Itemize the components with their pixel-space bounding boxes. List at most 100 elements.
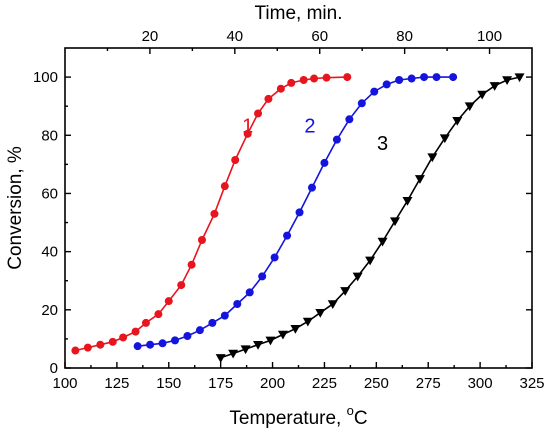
y-tick-label: 40	[41, 244, 58, 261]
data-point	[377, 237, 388, 247]
x-axis-title: Temperature, oC	[229, 403, 367, 429]
x2-tick-label: 80	[396, 28, 413, 45]
y-tick-label: 60	[41, 185, 58, 202]
data-point	[233, 300, 242, 308]
data-point	[258, 272, 267, 281]
data-point	[183, 332, 192, 340]
data-point	[177, 281, 186, 290]
data-point	[315, 308, 326, 318]
data-point	[187, 260, 196, 269]
x-axis-title-degree: o	[347, 403, 354, 418]
series-line-3	[220, 76, 520, 359]
data-point	[310, 74, 319, 83]
data-point	[514, 73, 525, 83]
data-point	[365, 256, 376, 266]
data-point	[215, 354, 226, 363]
data-point	[220, 182, 229, 191]
x2-tick-label: 20	[142, 28, 159, 45]
x-tick-label: 300	[468, 375, 493, 392]
data-point	[345, 115, 354, 124]
data-point	[420, 73, 429, 82]
data-point	[243, 129, 252, 138]
data-point	[302, 317, 313, 327]
data-point	[295, 208, 304, 217]
data-point	[283, 231, 292, 240]
y-tick-label: 100	[33, 69, 58, 86]
data-point	[83, 343, 92, 352]
data-point	[327, 300, 338, 309]
x-tick-label: 250	[364, 375, 389, 392]
data-point	[464, 102, 475, 112]
data-point	[108, 337, 117, 346]
y-axis-title: Conversion, %	[5, 146, 26, 270]
series-1: 1	[71, 73, 352, 355]
data-point	[390, 217, 401, 227]
data-point	[208, 318, 217, 327]
data-point	[141, 318, 150, 327]
data-point	[171, 336, 180, 345]
data-point	[290, 324, 301, 334]
data-point	[158, 339, 167, 348]
data-point	[357, 99, 366, 108]
x-tick-label: 100	[52, 375, 77, 392]
x-axis-title-unit: C	[354, 408, 368, 429]
data-point	[195, 326, 204, 335]
data-point	[245, 288, 254, 297]
data-point	[131, 327, 140, 336]
x-tick-label: 200	[260, 375, 285, 392]
data-point	[254, 109, 263, 118]
data-point	[265, 336, 276, 346]
data-point	[402, 196, 413, 206]
curve-label-1: 1	[242, 115, 253, 137]
data-point	[427, 153, 438, 163]
data-point	[477, 90, 488, 100]
data-point	[231, 156, 240, 164]
series-2: 2	[133, 73, 458, 351]
data-point	[71, 346, 80, 355]
data-point	[270, 253, 279, 262]
data-point	[277, 330, 288, 340]
x-tick-label: 150	[156, 375, 181, 392]
data-point	[432, 73, 441, 82]
data-point	[146, 340, 155, 349]
x2-tick-label: 60	[311, 28, 328, 45]
data-point	[119, 333, 128, 342]
data-point	[332, 135, 341, 144]
data-point	[395, 76, 404, 84]
data-point	[220, 311, 229, 320]
data-point	[320, 158, 329, 167]
data-point	[299, 76, 308, 84]
x-tick-label: 175	[208, 375, 233, 392]
x-tick-label: 325	[519, 375, 544, 392]
data-point	[352, 272, 363, 282]
curve-label-2: 2	[304, 115, 315, 137]
data-point	[449, 73, 458, 82]
data-point	[164, 297, 173, 306]
top-axis-title: Time, min.	[255, 3, 343, 24]
axes: 100 125 150 175 200 225 250 275 300 325 0 20 40 60 80 1…	[33, 28, 545, 392]
data-point	[307, 183, 316, 192]
x-axis-title-text: Temperature,	[229, 408, 346, 429]
data-point	[439, 134, 450, 144]
y-tick-label: 20	[41, 302, 58, 319]
data-point	[264, 94, 273, 103]
data-point	[322, 73, 331, 82]
x2-tick-label: 40	[226, 28, 243, 45]
data-point	[96, 340, 105, 349]
data-point	[452, 116, 463, 126]
data-point	[343, 73, 352, 82]
series-3: 3	[215, 73, 525, 363]
data-point	[154, 310, 163, 319]
data-point	[240, 345, 251, 355]
data-point	[197, 236, 206, 244]
x-tick-label: 225	[312, 375, 337, 392]
x-tick-label: 275	[416, 375, 441, 392]
data-point	[228, 349, 239, 359]
data-point	[414, 175, 425, 184]
series-line-2	[137, 76, 454, 347]
plot-frame	[64, 47, 533, 369]
labels-layer: Time, min. Conversion, % Temperature, oC	[5, 3, 368, 429]
data-point	[407, 74, 416, 83]
data-point	[382, 80, 391, 89]
